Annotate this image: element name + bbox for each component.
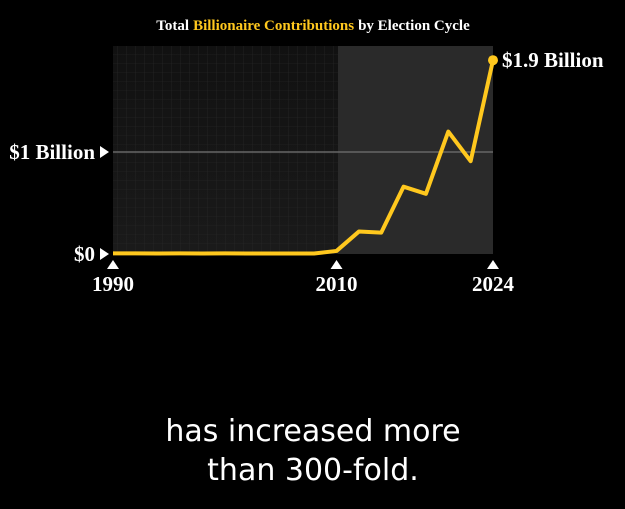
y-tick-mark	[100, 248, 109, 260]
y-tick-mark	[100, 146, 109, 158]
data-line	[113, 59, 495, 256]
chart-title: Total Billionaire Contributions by Electio…	[156, 18, 470, 34]
y-tick-label: $1 Billion	[9, 140, 95, 164]
x-tick-mark	[330, 260, 343, 269]
value-label: $1.9 Billion	[502, 48, 604, 72]
caption-line: than 300-fold.	[207, 453, 419, 488]
caption-line: has increased more	[165, 414, 460, 449]
x-tick-mark	[107, 260, 119, 269]
title-part: by Election Cycle	[358, 18, 470, 34]
title-highlight: Billionaire Contributions	[193, 18, 354, 34]
x-tick-label: 2010	[316, 272, 358, 296]
plot-background	[113, 46, 493, 254]
y-tick-label: $0	[74, 242, 95, 266]
plot-grid-texture	[113, 46, 493, 254]
x-tick-label: 1990	[92, 272, 134, 296]
end-dot	[488, 55, 498, 66]
x-tick-label: 2024	[472, 272, 515, 296]
x-tick-mark	[487, 260, 499, 269]
title-part: Total	[156, 18, 189, 34]
